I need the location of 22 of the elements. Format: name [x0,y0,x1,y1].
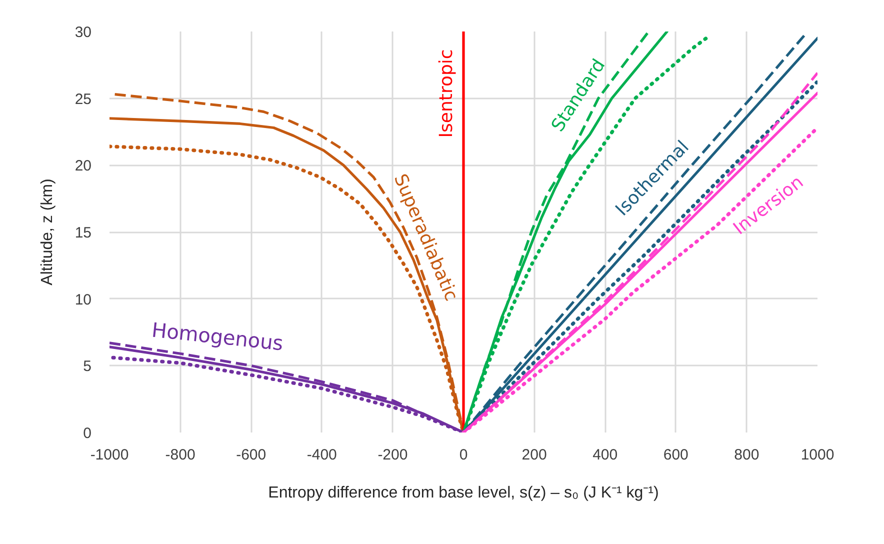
x-tick-label: -800 [165,446,196,464]
x-tick-label: 400 [592,446,618,464]
y-tick-label: 0 [83,425,92,442]
x-tick-label: 800 [734,446,760,464]
x-tick-label: -400 [306,446,337,464]
x-tick-label: 0 [459,446,468,464]
x-axis-title: Entropy difference from base level, s(z) – s₀ (J K⁻¹ kg⁻¹) [268,484,659,502]
x-tick-label: 600 [663,446,688,464]
x-tick-label: 1000 [800,446,834,464]
text: Isentropic [436,49,457,138]
x-tick-label: -1000 [90,446,129,464]
y-tick-label: 20 [74,158,92,175]
y-tick-label: 10 [74,291,92,308]
y-tick-label: 25 [74,90,92,108]
x-tick-label: -200 [378,446,408,464]
y-axis-title: Altitude, z (km) [38,178,56,286]
text: Homogenous [150,318,284,356]
y-tick-label: 15 [74,224,92,242]
x-tick-label: 200 [522,446,547,464]
x-tick-label: -600 [236,446,266,464]
y-tick-label: 30 [74,24,92,41]
y-tick-label: 5 [83,358,92,376]
